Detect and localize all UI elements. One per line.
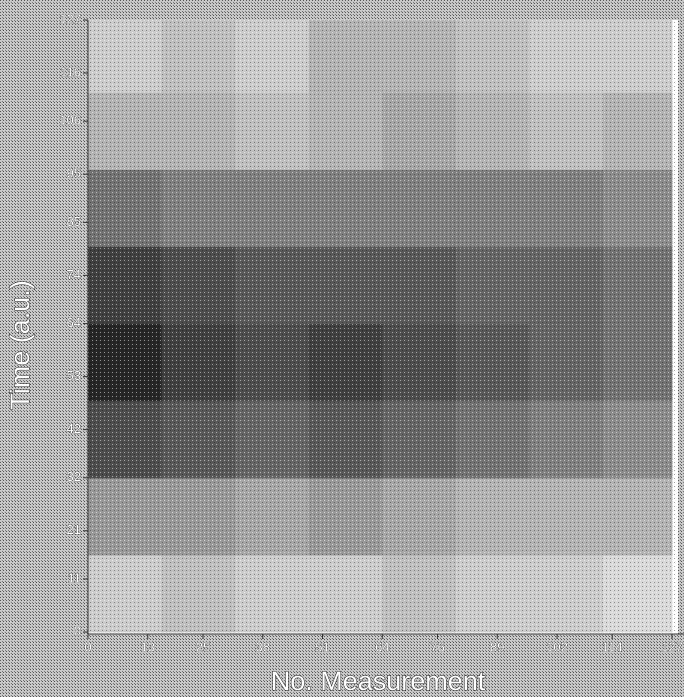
y-tick-label: 0 [74, 623, 81, 638]
y-tick-label: 95 [67, 166, 81, 181]
x-tick-label: 51 [315, 639, 329, 654]
x-tick-label: 25 [196, 639, 210, 654]
x-tick-label: 127 [661, 639, 683, 654]
x-tick-label: 38 [256, 639, 270, 654]
x-tick-label: 64 [375, 639, 389, 654]
y-tick-label: 116 [60, 64, 81, 79]
y-tick-label: 53 [67, 368, 81, 383]
y-tick-label: 127 [59, 11, 81, 26]
y-tick-label: 42 [67, 421, 81, 436]
x-tick-label: 13 [141, 639, 155, 654]
y-axis-label: Time (a.u.) [5, 280, 35, 410]
y-tick-label: 64 [67, 315, 81, 330]
x-axis-label: No. Measurement [271, 666, 486, 696]
x-tick-label: 114 [602, 639, 623, 654]
x-tick-label: 76 [430, 639, 444, 654]
x-tick-label: 102 [546, 639, 568, 654]
x-tick-label: 89 [490, 639, 504, 654]
x-tick-label: 0 [84, 639, 91, 654]
y-tick-label: 74 [67, 267, 81, 282]
y-tick-label: 85 [67, 214, 81, 229]
y-tick-label: 11 [68, 570, 82, 585]
y-tick-label: 32 [67, 469, 81, 484]
y-tick-label: 21 [67, 522, 81, 537]
y-tick-label: 106 [59, 113, 81, 128]
texture [88, 20, 678, 634]
